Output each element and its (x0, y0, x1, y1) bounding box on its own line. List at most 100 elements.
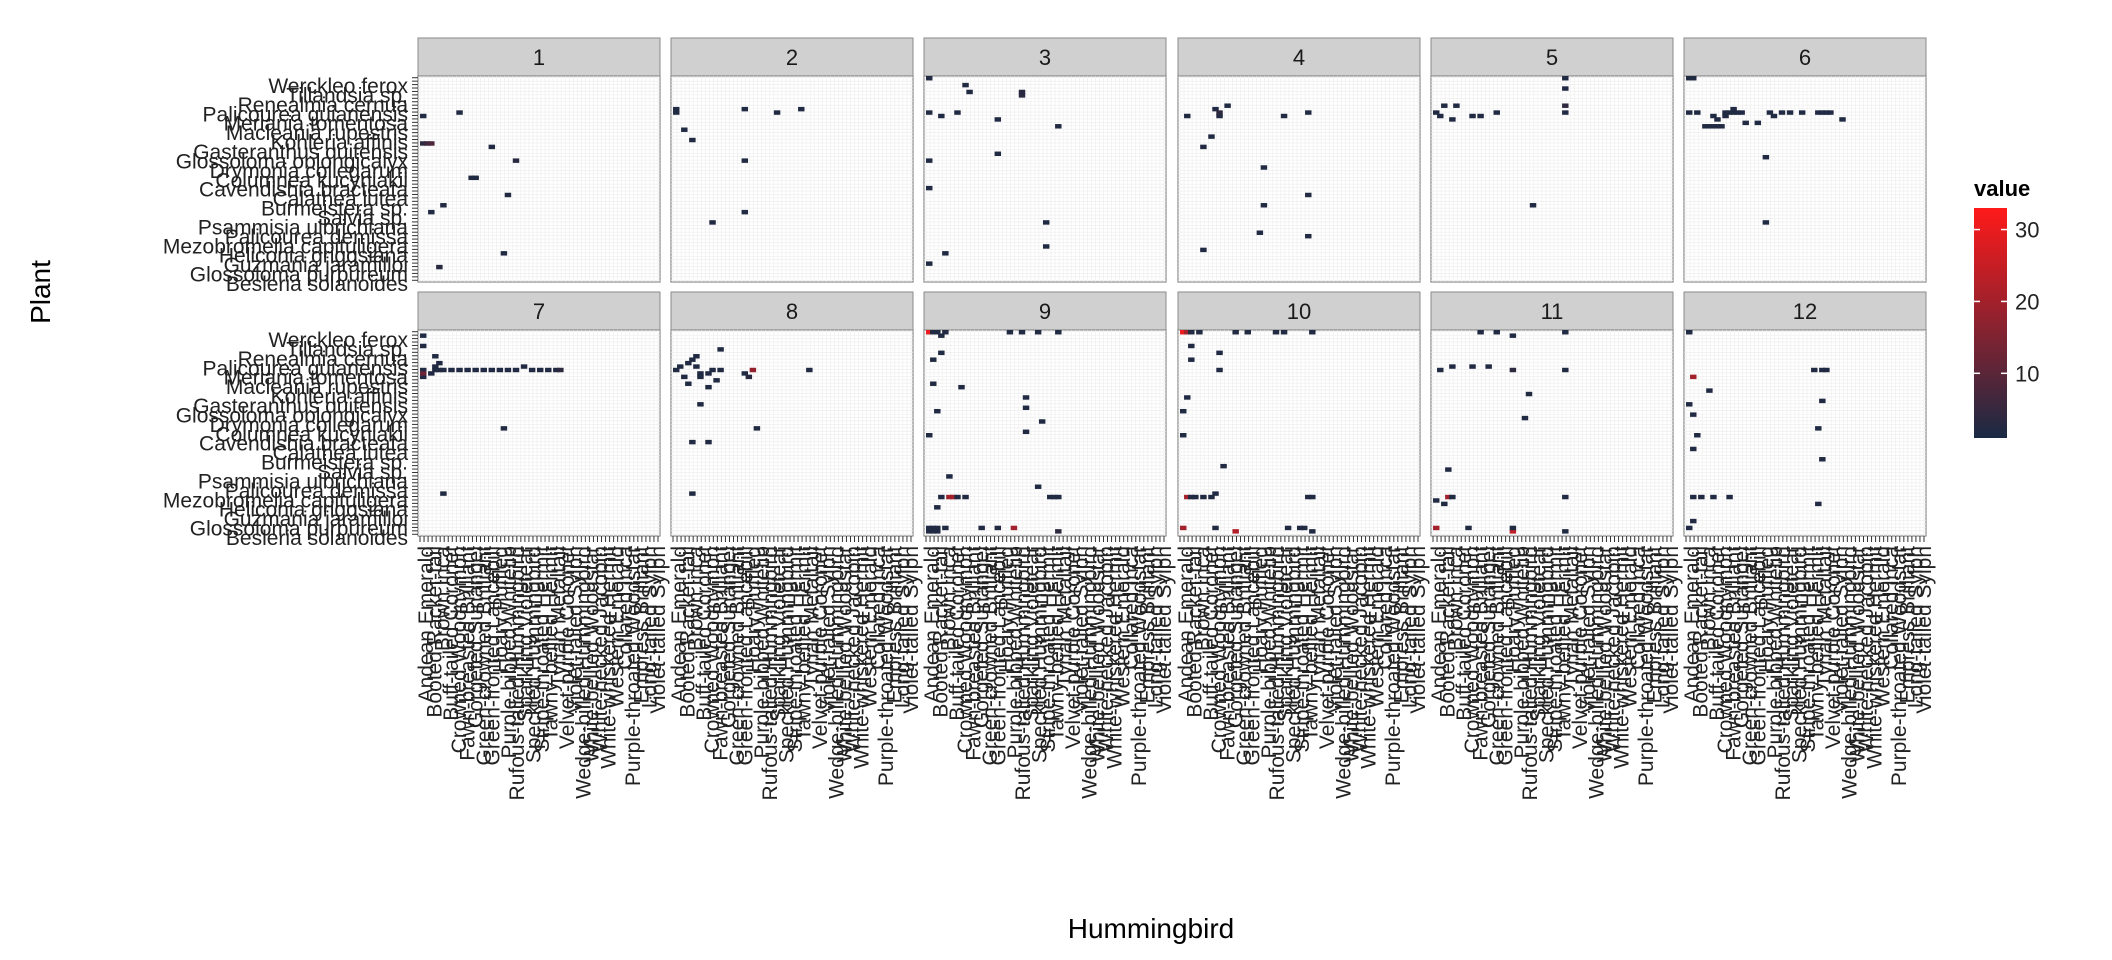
x-tick-label: Velvet-purple Coronet (1316, 546, 1339, 749)
facet-strip (1177, 291, 1421, 331)
x-tick-label: Green-crowned Brilliant (726, 546, 749, 766)
heat-cell (705, 371, 712, 376)
heat-cell (1220, 463, 1227, 469)
heat-cell (1730, 110, 1737, 115)
x-tick-label: Tyrian Metaltail (801, 546, 824, 687)
heat-cell (681, 374, 688, 380)
heat-cell (717, 367, 724, 373)
heat-cell (1284, 525, 1292, 531)
x-tick-label: Booted Racket-tail (1183, 546, 1206, 718)
heat-cell (798, 106, 805, 112)
heat-cell (1714, 117, 1721, 122)
x-tick-label: Gorgeted Sunangel (1478, 546, 1501, 728)
x-tick-label: Purple-bibbed Whitetip (751, 546, 774, 758)
heat-cell (1055, 330, 1062, 335)
x-tick-label: Andean Emerald (1175, 546, 1198, 702)
heat-cell (512, 367, 520, 373)
x-tick-label: Andean Emerald (415, 546, 438, 702)
heat-cell (962, 494, 969, 500)
heat-cell (1208, 134, 1215, 139)
facet-strip (1430, 291, 1674, 331)
heat-cell (1208, 494, 1215, 500)
heat-cell (1212, 491, 1219, 496)
heat-cell (1477, 113, 1484, 119)
heat-cell (1738, 110, 1745, 115)
y-tick-label: Mezobromelia capituligera (163, 235, 408, 258)
x-tick-label: Green-fronted Lancebill (1747, 546, 1770, 765)
x-tick-label: Brown Inca (938, 546, 961, 651)
facet-grid (1684, 330, 1926, 536)
heat-cell (1469, 364, 1476, 369)
facet-strip-label: 1 (533, 45, 545, 70)
y-tick-label: Kohleria affinis (271, 386, 408, 409)
heat-cell (1722, 110, 1729, 115)
x-tick-label: Gorgeted Sunangel (1225, 546, 1248, 728)
y-tick-label: Cavendishia bracteata (199, 179, 408, 202)
heat-cell (1694, 110, 1701, 115)
heat-cell (709, 367, 716, 373)
heat-cell (1055, 494, 1062, 500)
x-tick-label: Tawny-bellied Hermit (1805, 546, 1828, 741)
heat-cell (938, 494, 945, 500)
x-tick-label: Sparkling Violetear (767, 546, 790, 722)
heat-cell (1521, 415, 1529, 421)
heat-cell (942, 330, 949, 335)
heat-cell (1437, 367, 1444, 373)
x-tick-label: Speckled Hummingbird (1536, 546, 1559, 763)
facet-panel-5: 5 (1430, 37, 1674, 283)
x-tick-label: White-whiskered Hermit (1863, 546, 1886, 769)
x-tick-label: White-whiskered Hermit (597, 546, 620, 769)
heat-cell (428, 141, 435, 146)
x-tick-label: Stripe-throated Hermit (1797, 546, 1820, 753)
x-tick-label: Stripe-throated Hermit (1291, 546, 1314, 753)
heat-cell (1690, 518, 1697, 524)
facet-plot-area (670, 75, 914, 283)
heat-cell (689, 491, 696, 496)
x-tick-label: Violet-tailed Sylph (1577, 546, 1600, 714)
y-tick-label: Palicourea demissa (225, 226, 409, 249)
x-tick-label: Tyrian Metaltail (548, 546, 571, 687)
heat-cell (962, 82, 969, 88)
heat-cell (1742, 120, 1749, 126)
heat-cell (966, 89, 973, 95)
x-tick-label: White-necked Jacobin (1602, 546, 1625, 753)
heat-cell (978, 525, 985, 531)
x-tick-label: Speckled Hummingbird (523, 546, 546, 763)
heat-cell (420, 367, 427, 373)
heat-cell (1722, 113, 1729, 119)
heat-cell (1469, 113, 1476, 119)
facet-panel-10: 10 (1177, 291, 1421, 537)
x-tick-label: Collared Inca (867, 546, 890, 670)
x-tick-label: White-necked Jacobin (1855, 546, 1878, 753)
y-tick-label: Burmeistera sp. (261, 452, 408, 475)
facet-panel-2: 2 (670, 37, 914, 283)
heat-cell (545, 367, 552, 373)
heat-cell (1798, 110, 1806, 115)
y-tick-label: Werckleo ferox (268, 75, 408, 98)
heat-cell (1309, 330, 1316, 335)
x-tick-label: Purple-bibbed Whitetip (1764, 546, 1787, 758)
x-tick-label: Violet-tailed Sylph (647, 546, 670, 714)
x-tick-label: Velvet-purple Coronet (809, 546, 832, 749)
heat-cell (697, 371, 704, 376)
x-tick-label: Tawny-bellied Hermit (792, 546, 815, 741)
heat-cell (1770, 113, 1778, 119)
heat-cell (504, 192, 512, 198)
y-tick-label: Tillandsia sp. (286, 84, 408, 107)
facet-strip (1177, 37, 1421, 77)
heat-cell (693, 364, 700, 369)
facet-plot-area (1430, 329, 1674, 537)
heat-cell (1445, 494, 1452, 500)
heat-cell (420, 374, 427, 380)
y-tick-label: Glossoloma purpureum (190, 264, 408, 287)
y-tick-label: Meriania tomentosa (224, 367, 409, 390)
heat-cell (1296, 525, 1304, 531)
heat-cell (1433, 525, 1440, 531)
heat-cell (685, 381, 692, 386)
facet-panel-11: 11 (1430, 291, 1674, 537)
heat-cell (1819, 398, 1826, 404)
heat-cell (1465, 525, 1472, 531)
y-tick-label: Palicourea guianensis (203, 103, 408, 126)
heat-cell (1815, 110, 1822, 115)
heat-cell (496, 367, 504, 373)
